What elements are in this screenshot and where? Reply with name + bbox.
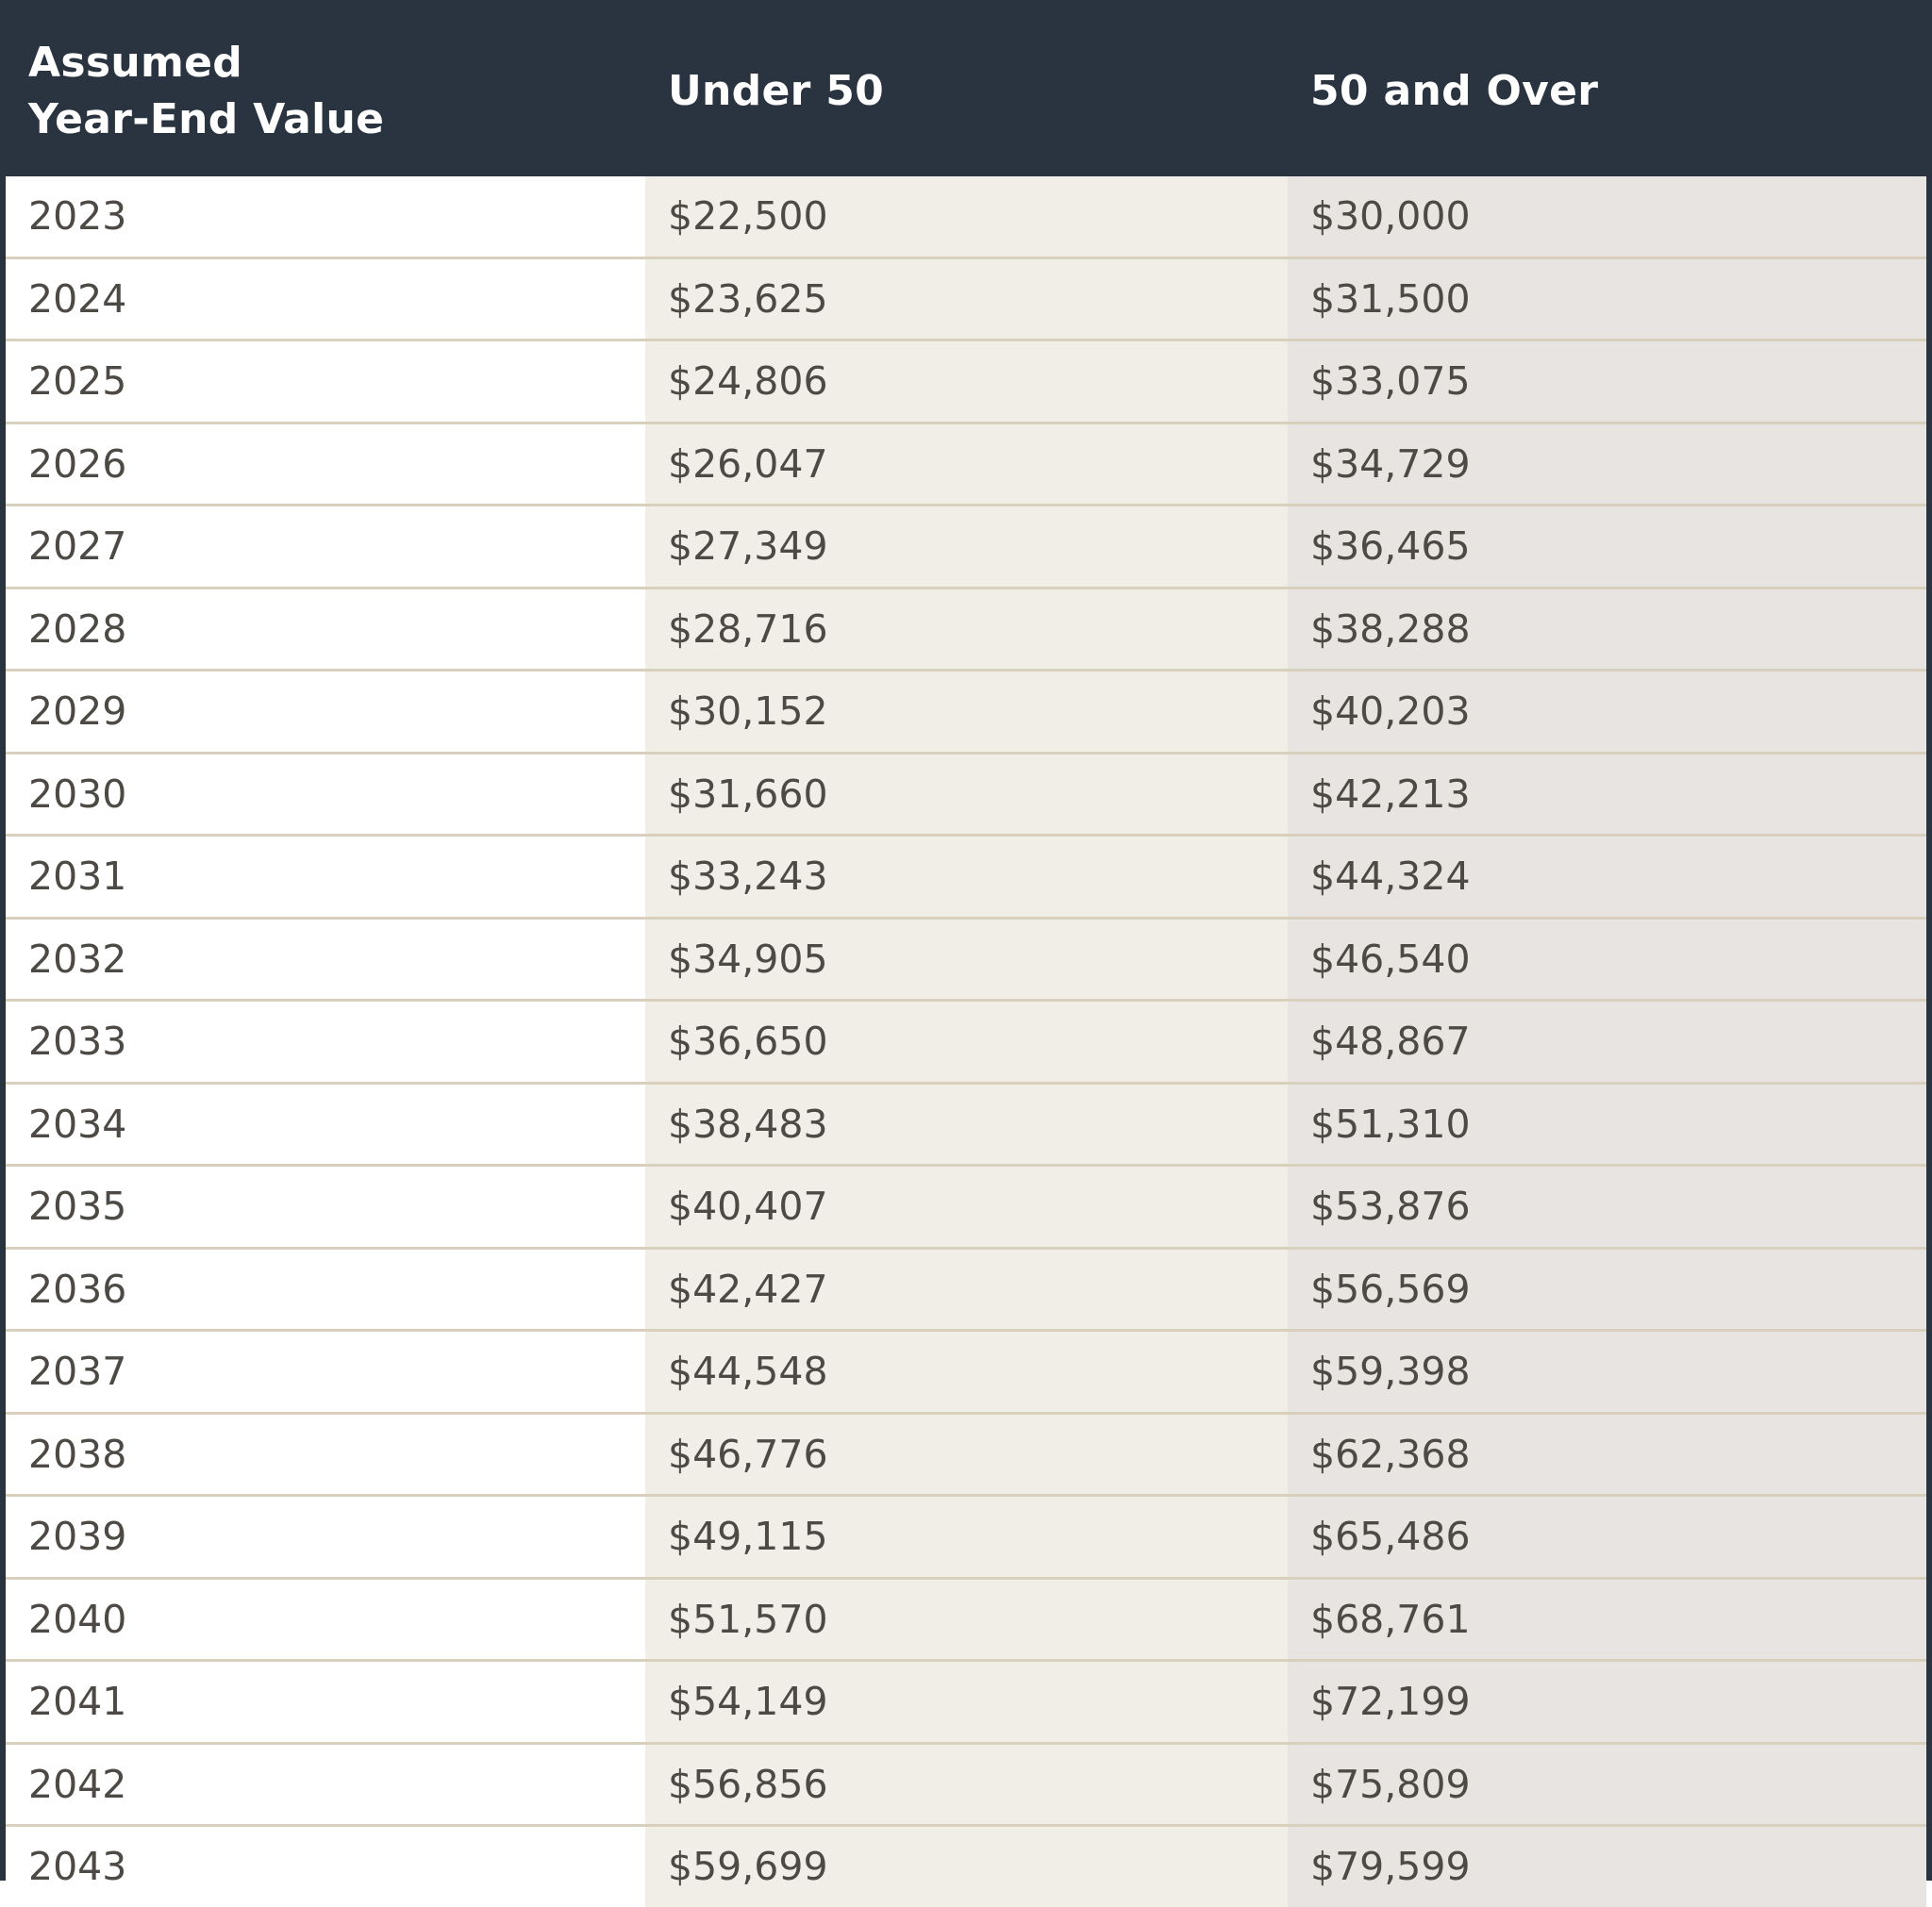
year-cell: 2030 [6, 753, 645, 837]
under-50-cell: $22,500 [645, 176, 1288, 259]
over-50-cell: $46,540 [1288, 918, 1926, 1002]
over-50-cell: $62,368 [1288, 1413, 1926, 1497]
table-row: 2033 $36,650 $48,867 [6, 1000, 1926, 1085]
year-cell: 2026 [6, 423, 645, 506]
under-50-cell: $23,625 [645, 257, 1288, 341]
header-row: Assumed Year-End Value Under 50 50 and O… [6, 6, 1926, 176]
year-cell: 2023 [6, 176, 645, 259]
table-row: 2023 $22,500 $30,000 [6, 176, 1926, 259]
year-cell: 2033 [6, 1000, 645, 1085]
over-50-cell: $79,599 [1288, 1825, 1926, 1907]
under-50-cell: $24,806 [645, 340, 1288, 424]
under-50-cell: $59,699 [645, 1825, 1288, 1907]
table-body: 2023 $22,500 $30,000 2024 $23,625 $31,500 2025… [6, 176, 1926, 1907]
year-cell: 2041 [6, 1660, 645, 1745]
under-50-cell: $33,243 [645, 835, 1288, 920]
over-50-cell: $53,876 [1288, 1165, 1926, 1250]
table-row: 2034 $38,483 $51,310 [6, 1083, 1926, 1167]
over-50-cell: $40,203 [1288, 670, 1926, 755]
over-50-cell: $72,199 [1288, 1660, 1926, 1745]
header-under-50: Under 50 [645, 6, 1288, 176]
under-50-cell: $54,149 [645, 1660, 1288, 1745]
over-50-cell: $48,867 [1288, 1000, 1926, 1085]
header-year-line-1: Assumed [28, 38, 243, 87]
table-row: 2029 $30,152 $40,203 [6, 670, 1926, 755]
table-row: 2041 $54,149 $72,199 [6, 1660, 1926, 1745]
year-cell: 2024 [6, 257, 645, 341]
under-50-cell: $30,152 [645, 670, 1288, 755]
year-cell: 2043 [6, 1825, 645, 1907]
year-cell: 2032 [6, 918, 645, 1002]
table-row: 2024 $23,625 $31,500 [6, 257, 1926, 341]
table-row: 2043 $59,699 $79,599 [6, 1825, 1926, 1907]
year-cell: 2040 [6, 1578, 645, 1662]
header-assumed-year-end-value: Assumed Year-End Value [6, 6, 645, 176]
year-cell: 2038 [6, 1413, 645, 1497]
table-row: 2040 $51,570 $68,761 [6, 1578, 1926, 1662]
over-50-cell: $34,729 [1288, 423, 1926, 506]
under-50-cell: $56,856 [645, 1743, 1288, 1827]
table-row: 2028 $28,716 $38,288 [6, 588, 1926, 672]
over-50-cell: $75,809 [1288, 1743, 1926, 1827]
table-row: 2031 $33,243 $44,324 [6, 835, 1926, 920]
under-50-cell: $27,349 [645, 505, 1288, 589]
header-year-line-2: Year-End Value [28, 94, 385, 143]
under-50-cell: $34,905 [645, 918, 1288, 1002]
table-row: 2027 $27,349 $36,465 [6, 505, 1926, 589]
table-header: Assumed Year-End Value Under 50 50 and O… [6, 6, 1926, 176]
under-50-cell: $28,716 [645, 588, 1288, 672]
under-50-cell: $40,407 [645, 1165, 1288, 1250]
over-50-cell: $38,288 [1288, 588, 1926, 672]
under-50-cell: $44,548 [645, 1330, 1288, 1415]
over-50-cell: $31,500 [1288, 257, 1926, 341]
under-50-cell: $42,427 [645, 1248, 1288, 1332]
over-50-cell: $42,213 [1288, 753, 1926, 837]
year-cell: 2039 [6, 1495, 645, 1580]
table-row: 2038 $46,776 $62,368 [6, 1413, 1926, 1497]
over-50-cell: $68,761 [1288, 1578, 1926, 1662]
table-row: 2042 $56,856 $75,809 [6, 1743, 1926, 1827]
table-row: 2036 $42,427 $56,569 [6, 1248, 1926, 1332]
over-50-cell: $33,075 [1288, 340, 1926, 424]
table-row: 2039 $49,115 $65,486 [6, 1495, 1926, 1580]
under-50-cell: $38,483 [645, 1083, 1288, 1167]
under-50-cell: $51,570 [645, 1578, 1288, 1662]
under-50-cell: $31,660 [645, 753, 1288, 837]
over-50-cell: $30,000 [1288, 176, 1926, 259]
table-row: 2037 $44,548 $59,398 [6, 1330, 1926, 1415]
table-row: 2025 $24,806 $33,075 [6, 340, 1926, 424]
year-cell: 2027 [6, 505, 645, 589]
table-row: 2026 $26,047 $34,729 [6, 423, 1926, 506]
table-row: 2030 $31,660 $42,213 [6, 753, 1926, 837]
under-50-cell: $46,776 [645, 1413, 1288, 1497]
year-cell: 2034 [6, 1083, 645, 1167]
year-cell: 2025 [6, 340, 645, 424]
under-50-cell: $36,650 [645, 1000, 1288, 1085]
table-row: 2032 $34,905 $46,540 [6, 918, 1926, 1002]
header-50-and-over: 50 and Over [1288, 6, 1926, 176]
under-50-cell: $49,115 [645, 1495, 1288, 1580]
over-50-cell: $51,310 [1288, 1083, 1926, 1167]
year-cell: 2028 [6, 588, 645, 672]
over-50-cell: $59,398 [1288, 1330, 1926, 1415]
over-50-cell: $36,465 [1288, 505, 1926, 589]
year-cell: 2031 [6, 835, 645, 920]
year-cell: 2029 [6, 670, 645, 755]
year-cell: 2042 [6, 1743, 645, 1827]
under-50-cell: $26,047 [645, 423, 1288, 506]
year-cell: 2036 [6, 1248, 645, 1332]
table-row: 2035 $40,407 $53,876 [6, 1165, 1926, 1250]
over-50-cell: $65,486 [1288, 1495, 1926, 1580]
year-cell: 2035 [6, 1165, 645, 1250]
year-cell: 2037 [6, 1330, 645, 1415]
over-50-cell: $44,324 [1288, 835, 1926, 920]
contribution-limits-table: Assumed Year-End Value Under 50 50 and O… [6, 6, 1926, 1907]
over-50-cell: $56,569 [1288, 1248, 1926, 1332]
